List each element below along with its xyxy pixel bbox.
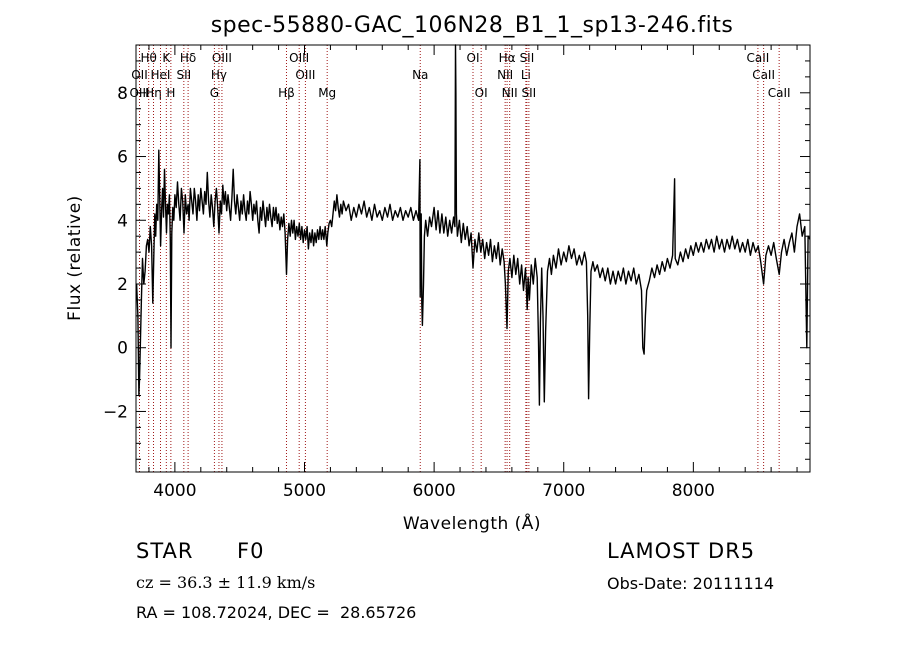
y-tick-label-6: 6 bbox=[117, 148, 128, 168]
y-tick-label--2: −2 bbox=[103, 402, 128, 422]
line-marker-label-5: HeI bbox=[151, 68, 171, 82]
y-tick-label-2: 2 bbox=[117, 275, 128, 295]
line-marker-label-6: H bbox=[166, 86, 175, 100]
coordinates: RA = 108.72024, DEC = 28.65726 bbox=[136, 603, 417, 622]
spectrum-series bbox=[135, 44, 811, 406]
line-marker-label-13: OIII bbox=[295, 68, 315, 82]
line-marker-label-24: SII bbox=[522, 86, 537, 100]
line-marker-label-17: OI bbox=[467, 51, 480, 65]
line-marker-label-26: CaII bbox=[752, 68, 775, 82]
obs-date: Obs-Date: 20111114 bbox=[607, 574, 775, 593]
x-tick-label-4000: 4000 bbox=[153, 481, 196, 501]
x-tick-label-5000: 5000 bbox=[283, 481, 326, 501]
y-axis: −2 0 2 4 6 8 bbox=[103, 44, 810, 460]
x-tick-label-7000: 7000 bbox=[542, 481, 585, 501]
line-marker-label-16: Na bbox=[412, 68, 428, 82]
line-marker-label-18: OI bbox=[475, 86, 488, 100]
line-marker-label-4: K bbox=[162, 51, 171, 65]
y-tick-label-0: 0 bbox=[117, 339, 128, 359]
line-marker-label-22: SII bbox=[520, 51, 535, 65]
y-tick-label-4: 4 bbox=[117, 211, 128, 231]
line-marker-label-12: OIII bbox=[289, 51, 309, 65]
line-marker-label-0: Hθ bbox=[141, 51, 157, 65]
line-marker-label-8: SII bbox=[176, 68, 191, 82]
object-subclass: F0 bbox=[237, 539, 265, 563]
x-axis: 4000 5000 6000 7000 8000 bbox=[148, 45, 798, 501]
line-marker-label-23: Li bbox=[521, 68, 531, 82]
line-marker-label-10: Hγ bbox=[211, 68, 227, 82]
line-marker-label-15: Mg bbox=[318, 86, 336, 100]
line-marker-label-3: Hη bbox=[145, 86, 162, 100]
x-tick-label-8000: 8000 bbox=[672, 481, 715, 501]
line-marker-label-27: CaII bbox=[768, 86, 791, 100]
spectrum-line-0 bbox=[135, 44, 811, 406]
line-marker-label-9: OIII bbox=[212, 51, 232, 65]
survey-name: LAMOST DR5 bbox=[607, 539, 756, 563]
line-marker-label-25: CaII bbox=[746, 51, 769, 65]
line-marker-label-7: Hδ bbox=[180, 51, 196, 65]
redshift-text: cz = 36.3 ± 11.9 km/s bbox=[136, 573, 316, 592]
plot-frame bbox=[135, 44, 811, 473]
x-tick-label-6000: 6000 bbox=[412, 481, 455, 501]
line-marker-label-14: Hβ bbox=[278, 86, 295, 100]
line-marker-label-21: NII bbox=[502, 86, 518, 100]
y-axis-label: Flux (relative) bbox=[65, 195, 85, 321]
line-marker-label-20: NII bbox=[497, 68, 513, 82]
line-marker-label-11: G bbox=[210, 86, 219, 100]
chart-title: spec-55880-GAC_106N28_B1_1_sp13-246.fits bbox=[211, 13, 734, 38]
y-tick-label-8: 8 bbox=[117, 84, 128, 104]
object-class: STAR bbox=[136, 539, 194, 563]
line-marker-label-19: Hα bbox=[499, 51, 516, 65]
x-axis-label: Wavelength (Å) bbox=[403, 512, 541, 534]
